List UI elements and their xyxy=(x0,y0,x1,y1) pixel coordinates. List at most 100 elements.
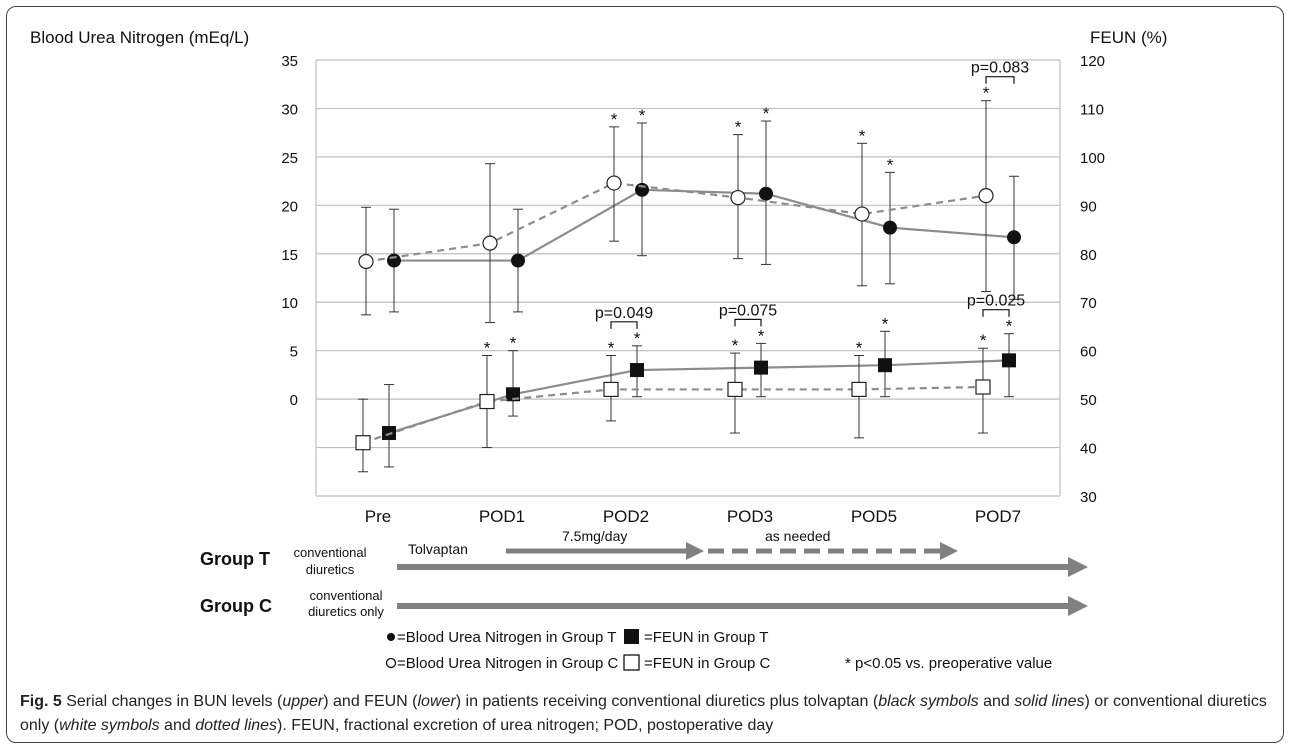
significance-marker: * xyxy=(634,329,641,348)
caption-text-2: ) and FEUN ( xyxy=(323,693,418,710)
significance-marker: * xyxy=(611,110,618,129)
series-line xyxy=(365,181,987,263)
y-right-tick-label: 90 xyxy=(1080,198,1097,215)
group-t-arrow-head xyxy=(1068,557,1088,577)
p-value-bracket xyxy=(610,321,638,329)
group-c-label: Group C xyxy=(200,596,272,616)
data-point xyxy=(883,220,897,235)
series-3: * * * * * xyxy=(355,331,991,473)
caption-italic-1: upper xyxy=(282,693,324,710)
series-1: * * * * xyxy=(358,84,994,324)
as-needed-label: as needed xyxy=(765,528,830,544)
data-point xyxy=(1002,353,1016,368)
p-value-annotation: p=0.075 xyxy=(719,302,777,327)
y-right-tick-label: 30 xyxy=(1080,489,1097,506)
data-point xyxy=(603,381,619,398)
p-value-label: p=0.025 xyxy=(967,293,1025,310)
data-point xyxy=(358,253,374,270)
significance-marker: * xyxy=(484,339,491,358)
y-right-label: FEUN (%) xyxy=(1090,28,1167,47)
series-0: * * * xyxy=(387,104,1021,313)
significance-marker: * xyxy=(887,155,894,174)
legend: =Blood Urea Nitrogen in Group T =FEUN in… xyxy=(385,629,1052,672)
y-right-tick-label: 100 xyxy=(1080,150,1105,167)
group-t-label: Group T xyxy=(200,549,270,569)
y-right-tick-label: 120 xyxy=(1080,53,1105,70)
data-point xyxy=(978,188,994,204)
p-value-label: p=0.083 xyxy=(971,60,1029,77)
caption-text-6: and xyxy=(159,717,196,734)
group-c-note-2: diuretics only xyxy=(308,604,384,619)
data-point xyxy=(635,182,649,197)
series-layer: * * * * * * * * * * * * * * * * * xyxy=(355,84,1021,473)
y-right-tick-label: 70 xyxy=(1080,295,1097,312)
y-left-tick-label: 30 xyxy=(281,101,298,118)
caption-text-1: Serial changes in BUN levels ( xyxy=(61,693,283,710)
caption-text-5: ) or conventional diuretics only ( xyxy=(20,693,1267,734)
p-value-annotation: p=0.083 xyxy=(971,60,1029,84)
legend-marker-bun-t xyxy=(387,633,395,641)
significance-marker: * xyxy=(1006,317,1013,336)
x-tick-label: POD5 xyxy=(851,507,897,526)
data-point xyxy=(754,360,768,375)
series-line xyxy=(362,385,984,444)
p-value-label: p=0.075 xyxy=(719,302,777,319)
y-left-tick-label: 25 xyxy=(281,150,298,167)
timeline: Group T conventional diuretics Tolvaptan… xyxy=(200,528,1088,619)
y-right-tick-label: 60 xyxy=(1080,344,1097,361)
legend-feun-c: =FEUN in Group C xyxy=(644,655,770,672)
x-tick-label: POD2 xyxy=(603,507,649,526)
caption-italic-4: solid lines xyxy=(1014,693,1085,710)
p-value-bracket xyxy=(985,76,1015,84)
caption-text-4: and xyxy=(978,693,1015,710)
significance-marker: * xyxy=(763,104,770,123)
y-left-label: Blood Urea Nitrogen (mEq/L) xyxy=(30,28,249,47)
figure-frame xyxy=(6,6,1284,743)
x-tick-label: POD3 xyxy=(727,507,773,526)
x-tick-label: POD7 xyxy=(975,507,1021,526)
caption-text-7: ). FEUN, fractional excretion of urea ni… xyxy=(277,717,774,734)
y-right-tick-label: 80 xyxy=(1080,247,1097,264)
p-value-annotation: p=0.025 xyxy=(967,293,1025,317)
dose-label: 7.5mg/day xyxy=(562,528,627,544)
data-point xyxy=(851,381,867,398)
data-point xyxy=(1007,230,1021,245)
significance-marker: * xyxy=(735,118,742,137)
tolvaptan-label: Tolvaptan xyxy=(408,541,468,557)
prn-arrow-head xyxy=(940,542,958,560)
caption-italic-6: dotted lines xyxy=(195,717,278,734)
significance-marker: * xyxy=(882,314,889,333)
legend-bun-c: =Blood Urea Nitrogen in Group C xyxy=(397,655,619,672)
caption-italic-5: white symbols xyxy=(59,717,160,734)
data-point xyxy=(759,186,773,201)
x-ticks: Pre POD1 POD2 POD3 POD5 POD7 xyxy=(365,507,1021,526)
tolvaptan-arrow-head xyxy=(686,542,704,560)
group-t-note-1: conventional xyxy=(294,545,367,560)
data-point xyxy=(606,175,622,191)
series-2: * * * * * xyxy=(382,314,1016,468)
data-point xyxy=(727,381,743,398)
series-line xyxy=(394,188,1015,262)
group-c-note-1: conventional xyxy=(310,588,383,603)
legend-sig-note: * p<0.05 vs. preoperative value xyxy=(845,655,1052,672)
data-point xyxy=(479,393,495,410)
p-value-label: p=0.049 xyxy=(595,305,653,322)
significance-marker: * xyxy=(856,339,863,358)
significance-marker: * xyxy=(859,126,866,145)
y-left-tick-label: 15 xyxy=(281,247,298,264)
y-right-tick-label: 110 xyxy=(1080,101,1104,118)
data-point xyxy=(730,189,746,206)
y-left-tick-label: 20 xyxy=(281,198,298,215)
legend-marker-feun-c xyxy=(623,654,640,671)
y-left-tick-label: 0 xyxy=(290,392,298,409)
significance-marker: * xyxy=(983,84,990,103)
figure-caption: Fig. 5 Serial changes in BUN levels (upp… xyxy=(20,690,1270,738)
data-point xyxy=(975,379,991,395)
significance-marker: * xyxy=(608,339,615,358)
data-point xyxy=(854,206,870,222)
grid xyxy=(315,59,1061,497)
p-value-bracket xyxy=(734,318,762,327)
data-point xyxy=(878,358,892,373)
significance-marker: * xyxy=(980,331,987,350)
legend-marker-bun-c xyxy=(385,657,397,669)
